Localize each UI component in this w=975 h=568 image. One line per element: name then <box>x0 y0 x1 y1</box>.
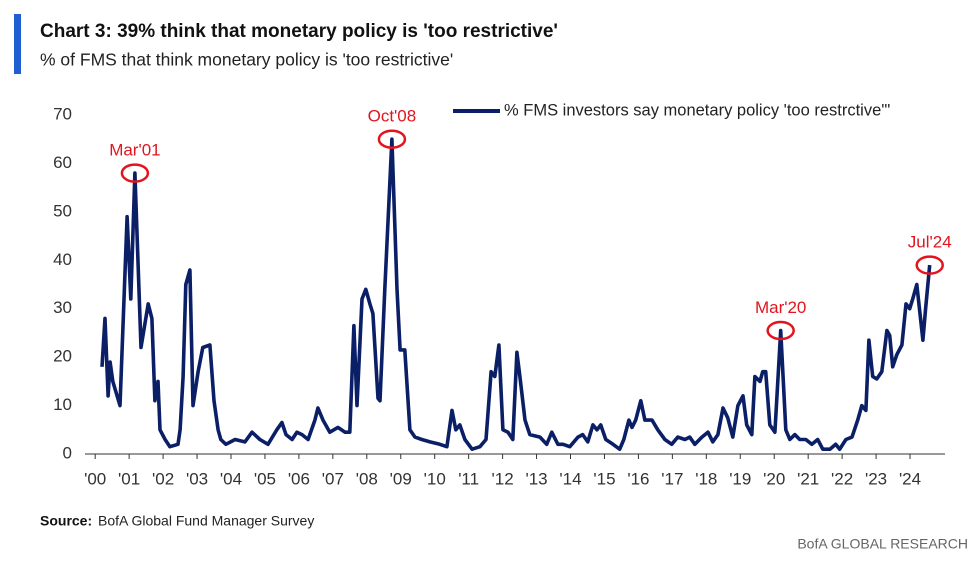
x-tick-label: '11 <box>458 469 479 488</box>
x-tick-label: '23 <box>865 469 887 488</box>
annotation-circle <box>377 129 407 149</box>
x-tick-label: '13 <box>525 469 547 488</box>
source: BofA Global Fund Manager Survey <box>98 513 314 529</box>
annotation-circle <box>915 255 944 275</box>
y-tick-label: 40 <box>53 250 72 269</box>
y-tick-label: 20 <box>53 347 72 366</box>
y-tick-label: 0 <box>63 443 72 462</box>
x-tick-label: '24 <box>899 469 921 488</box>
x-tick-label: '22 <box>831 469 853 488</box>
chart-subtitle: % of FMS that think monetary policy is '… <box>40 50 453 70</box>
legend-label: % FMS investors say monetary policy 'too… <box>504 101 890 119</box>
x-tick-label: '00 <box>84 469 106 488</box>
annotation-label: Jul'24 <box>908 233 952 252</box>
x-tick-label: '12 <box>492 469 514 488</box>
x-tick-label: '06 <box>288 469 310 488</box>
y-tick-label: 60 <box>53 153 72 172</box>
y-tick-label: 50 <box>53 201 72 220</box>
annotation-label: Oct'08 <box>368 107 417 126</box>
title-accent <box>14 14 21 74</box>
y-tick-label: 10 <box>53 395 72 414</box>
x-tick-label: '05 <box>254 469 276 488</box>
source-label: Source: <box>40 513 92 529</box>
x-tick-label: '14 <box>559 469 581 488</box>
x-tick-label: '16 <box>627 469 649 488</box>
x-tick-label: '04 <box>220 469 242 488</box>
x-tick-label: '15 <box>593 469 615 488</box>
x-tick-label: '17 <box>661 469 683 488</box>
x-tick-label: '10 <box>424 469 446 488</box>
chart-title: Chart 3: 39% think that monetary policy … <box>40 21 558 42</box>
x-tick-label: '08 <box>356 469 378 488</box>
annotation-circle <box>766 320 795 341</box>
brand: BofA GLOBAL RESEARCH <box>797 536 968 552</box>
x-tick-label: '20 <box>763 469 785 488</box>
x-tick-label: '21 <box>797 469 819 488</box>
annotation-label: Mar'01 <box>109 141 160 160</box>
line-series <box>100 137 932 451</box>
x-tick-label: '02 <box>152 469 174 488</box>
annotation-circle <box>120 163 150 183</box>
x-tick-label: '19 <box>729 469 751 488</box>
x-tick-label: '09 <box>390 469 412 488</box>
x-tick-label: '18 <box>695 469 717 488</box>
x-tick-label: '03 <box>186 469 208 488</box>
y-tick-label: 70 <box>53 104 72 123</box>
x-tick-label: '01 <box>118 469 140 488</box>
annotation-label: Mar'20 <box>755 298 806 317</box>
y-tick-label: 30 <box>53 298 72 317</box>
x-tick-label: '07 <box>322 469 344 488</box>
